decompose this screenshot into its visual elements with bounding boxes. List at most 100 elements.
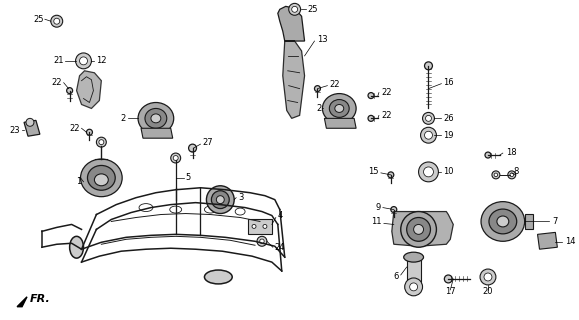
Circle shape (67, 88, 72, 93)
Ellipse shape (329, 100, 349, 117)
Circle shape (423, 167, 434, 177)
Ellipse shape (80, 159, 122, 197)
Text: 18: 18 (506, 148, 516, 156)
Text: 10: 10 (444, 167, 454, 176)
Polygon shape (392, 212, 453, 246)
Ellipse shape (69, 236, 83, 258)
Ellipse shape (481, 202, 525, 241)
Circle shape (368, 116, 374, 121)
Circle shape (480, 269, 496, 285)
Text: 22: 22 (329, 80, 340, 89)
Circle shape (292, 6, 298, 12)
Circle shape (217, 196, 224, 204)
Ellipse shape (497, 216, 509, 227)
Circle shape (26, 118, 34, 126)
Circle shape (368, 92, 374, 99)
Circle shape (99, 140, 104, 145)
Text: 21: 21 (53, 56, 64, 65)
Polygon shape (24, 120, 40, 136)
Circle shape (426, 116, 431, 121)
Ellipse shape (94, 174, 108, 186)
Circle shape (391, 207, 397, 212)
Polygon shape (406, 257, 420, 285)
Circle shape (207, 186, 234, 213)
Text: 8: 8 (514, 167, 519, 176)
Circle shape (406, 218, 430, 241)
Circle shape (484, 273, 492, 281)
Ellipse shape (151, 114, 161, 123)
Ellipse shape (204, 270, 232, 284)
Circle shape (51, 15, 63, 27)
Circle shape (485, 152, 491, 158)
Text: 2: 2 (121, 114, 126, 123)
Text: 4: 4 (278, 211, 283, 220)
Ellipse shape (335, 105, 344, 112)
Circle shape (494, 173, 498, 177)
Circle shape (289, 4, 301, 15)
Circle shape (413, 224, 423, 234)
Text: 3: 3 (238, 193, 244, 202)
Circle shape (189, 144, 196, 152)
Polygon shape (283, 41, 305, 118)
Ellipse shape (138, 102, 174, 134)
Circle shape (492, 171, 500, 179)
Text: 23: 23 (9, 126, 20, 135)
Ellipse shape (489, 209, 516, 234)
Text: 22: 22 (51, 78, 62, 87)
Circle shape (314, 86, 320, 92)
Text: 27: 27 (203, 138, 213, 147)
Circle shape (86, 129, 93, 135)
Ellipse shape (252, 224, 256, 228)
Polygon shape (248, 220, 272, 234)
Text: 25: 25 (307, 5, 318, 14)
Circle shape (79, 57, 87, 65)
Text: 24: 24 (275, 243, 285, 252)
Circle shape (424, 131, 433, 139)
Text: 19: 19 (444, 131, 454, 140)
Polygon shape (17, 297, 27, 307)
Ellipse shape (87, 165, 115, 190)
Circle shape (410, 283, 417, 291)
Text: 15: 15 (368, 167, 379, 176)
Circle shape (419, 162, 438, 182)
Text: 9: 9 (376, 203, 381, 212)
Text: 2: 2 (316, 104, 321, 113)
Circle shape (423, 112, 434, 124)
Text: 16: 16 (444, 78, 454, 87)
Circle shape (405, 278, 423, 296)
Circle shape (510, 173, 514, 177)
Ellipse shape (323, 93, 356, 123)
Text: 1: 1 (76, 177, 82, 186)
Text: 17: 17 (445, 287, 456, 296)
Text: 7: 7 (552, 217, 558, 226)
Text: 22: 22 (69, 124, 79, 133)
Polygon shape (537, 232, 558, 249)
Text: 25: 25 (34, 15, 44, 24)
Circle shape (257, 236, 267, 246)
Text: 22: 22 (381, 88, 391, 97)
Text: 5: 5 (186, 173, 191, 182)
Text: 26: 26 (444, 114, 454, 123)
Text: 12: 12 (96, 56, 107, 65)
Circle shape (96, 137, 107, 147)
Circle shape (420, 127, 437, 143)
Text: 6: 6 (393, 272, 399, 282)
Ellipse shape (235, 208, 245, 215)
Ellipse shape (204, 206, 217, 213)
Polygon shape (141, 128, 173, 138)
Text: 22: 22 (381, 111, 391, 120)
Text: 14: 14 (565, 237, 576, 246)
Polygon shape (525, 213, 533, 229)
Ellipse shape (139, 204, 153, 212)
Circle shape (388, 172, 394, 178)
Polygon shape (278, 6, 305, 41)
Circle shape (508, 171, 516, 179)
Circle shape (211, 191, 229, 209)
Circle shape (424, 62, 433, 70)
Text: 13: 13 (317, 35, 328, 44)
Text: 20: 20 (483, 287, 493, 296)
Ellipse shape (170, 206, 182, 213)
Circle shape (76, 53, 91, 69)
Text: FR.: FR. (30, 294, 51, 304)
Ellipse shape (145, 108, 167, 128)
